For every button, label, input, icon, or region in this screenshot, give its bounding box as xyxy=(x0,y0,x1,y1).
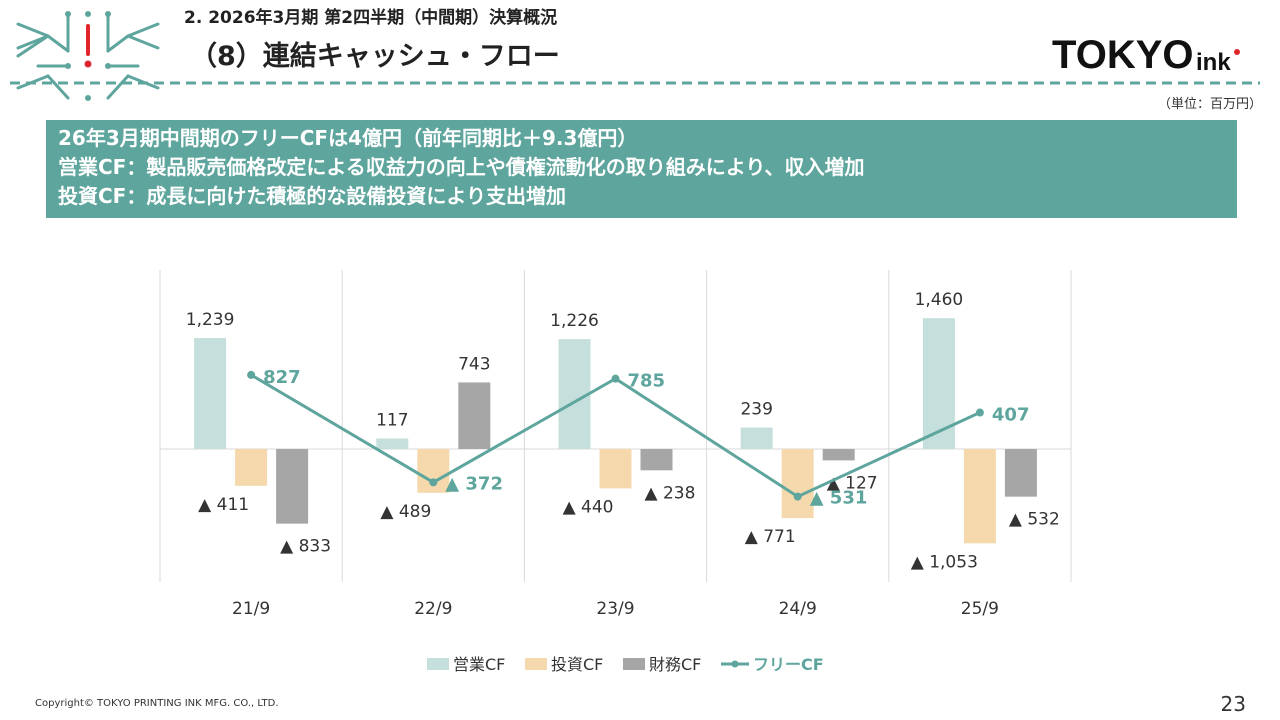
header-divider xyxy=(10,81,1260,85)
data-label: ▲ 532 xyxy=(1009,510,1060,530)
bar-営業CF-25/9 xyxy=(922,318,955,449)
data-label: ▲ 411 xyxy=(198,495,249,515)
data-label: ▲ 771 xyxy=(745,527,796,547)
summary-line-3: 投資CF：成長に向けた積極的な設備投資により支出増加 xyxy=(58,184,566,208)
free-cf-point xyxy=(247,370,256,379)
legend-swatch xyxy=(525,658,547,670)
bar-投資CF-23/9 xyxy=(599,449,632,489)
bar-財務CF-22/9 xyxy=(458,382,491,449)
bar-財務CF-25/9 xyxy=(1004,449,1037,497)
brand-main-text: TOKYO xyxy=(1052,33,1194,77)
unit-label: （単位：百万円） xyxy=(1157,97,1262,112)
free-cf-label: ▲ 531 xyxy=(810,488,868,509)
legend-label: 投資CF xyxy=(551,655,603,674)
bar-営業CF-24/9 xyxy=(740,427,773,449)
free-cf-label: ▲ 372 xyxy=(445,473,503,494)
page-number: 23 xyxy=(1220,692,1246,716)
bar-営業CF-23/9 xyxy=(558,339,591,449)
bar-投資CF-24/9 xyxy=(781,449,814,519)
free-cf-point xyxy=(975,408,984,417)
copyright: Copyright© TOKYO PRINTING INK MFG. CO., … xyxy=(35,698,279,709)
x-tick-label: 21/9 xyxy=(232,599,270,619)
legend-swatch xyxy=(623,658,645,670)
data-label: 239 xyxy=(740,400,772,420)
summary-line-2: 営業CF：製品販売価格改定による収益力の向上や債権流動化の取り組みにより、収入増… xyxy=(58,155,865,179)
data-label: ▲ 440 xyxy=(563,497,614,517)
legend-swatch xyxy=(427,658,449,670)
data-label: 1,460 xyxy=(915,290,964,310)
bar-営業CF-21/9 xyxy=(194,337,227,449)
bar-財務CF-21/9 xyxy=(276,449,309,524)
bar-投資CF-25/9 xyxy=(963,449,996,544)
data-label: 1,239 xyxy=(186,310,235,330)
legend-marker xyxy=(731,660,739,668)
data-label: 1,226 xyxy=(550,311,599,331)
bar-財務CF-23/9 xyxy=(640,449,673,471)
data-label: ▲ 1,053 xyxy=(911,552,978,572)
tokyo-ink-logo: TOKYO ink xyxy=(1052,33,1240,77)
free-cf-point xyxy=(611,374,620,383)
free-cf-point xyxy=(793,492,802,501)
free-cf-label: 785 xyxy=(628,371,666,392)
data-label: 743 xyxy=(458,354,490,374)
bar-投資CF-21/9 xyxy=(235,449,268,486)
data-label: 117 xyxy=(376,411,408,431)
data-label: ▲ 238 xyxy=(645,483,696,503)
page-title: （8）連結キャッシュ・フロー xyxy=(190,41,560,72)
x-tick-label: 24/9 xyxy=(779,599,817,619)
brand-sub-text: ink xyxy=(1196,49,1231,76)
x-tick-label: 22/9 xyxy=(414,599,452,619)
legend-label: 営業CF xyxy=(453,655,505,674)
bar-財務CF-24/9 xyxy=(822,449,855,461)
data-label: ▲ 489 xyxy=(380,502,431,522)
legend-label: フリーCF xyxy=(753,655,824,674)
summary-line-1: 26年3月期中間期のフリーCFは4億円（前年同期比＋9.3億円） xyxy=(58,126,638,150)
summary-box: 26年3月期中間期のフリーCFは4億円（前年同期比＋9.3億円） 営業CF：製品… xyxy=(46,120,1237,218)
free-cf-point xyxy=(429,478,438,487)
x-tick-label: 25/9 xyxy=(961,599,999,619)
data-label: ▲ 833 xyxy=(280,537,331,557)
free-cf-label: 407 xyxy=(992,405,1030,426)
free-cf-label: 827 xyxy=(263,367,301,388)
bar-営業CF-22/9 xyxy=(376,438,409,449)
section-heading: 2. 2026年3月期 第2四半期（中間期）決算概況 xyxy=(184,8,558,28)
x-tick-label: 23/9 xyxy=(596,599,634,619)
legend-label: 財務CF xyxy=(649,655,701,674)
